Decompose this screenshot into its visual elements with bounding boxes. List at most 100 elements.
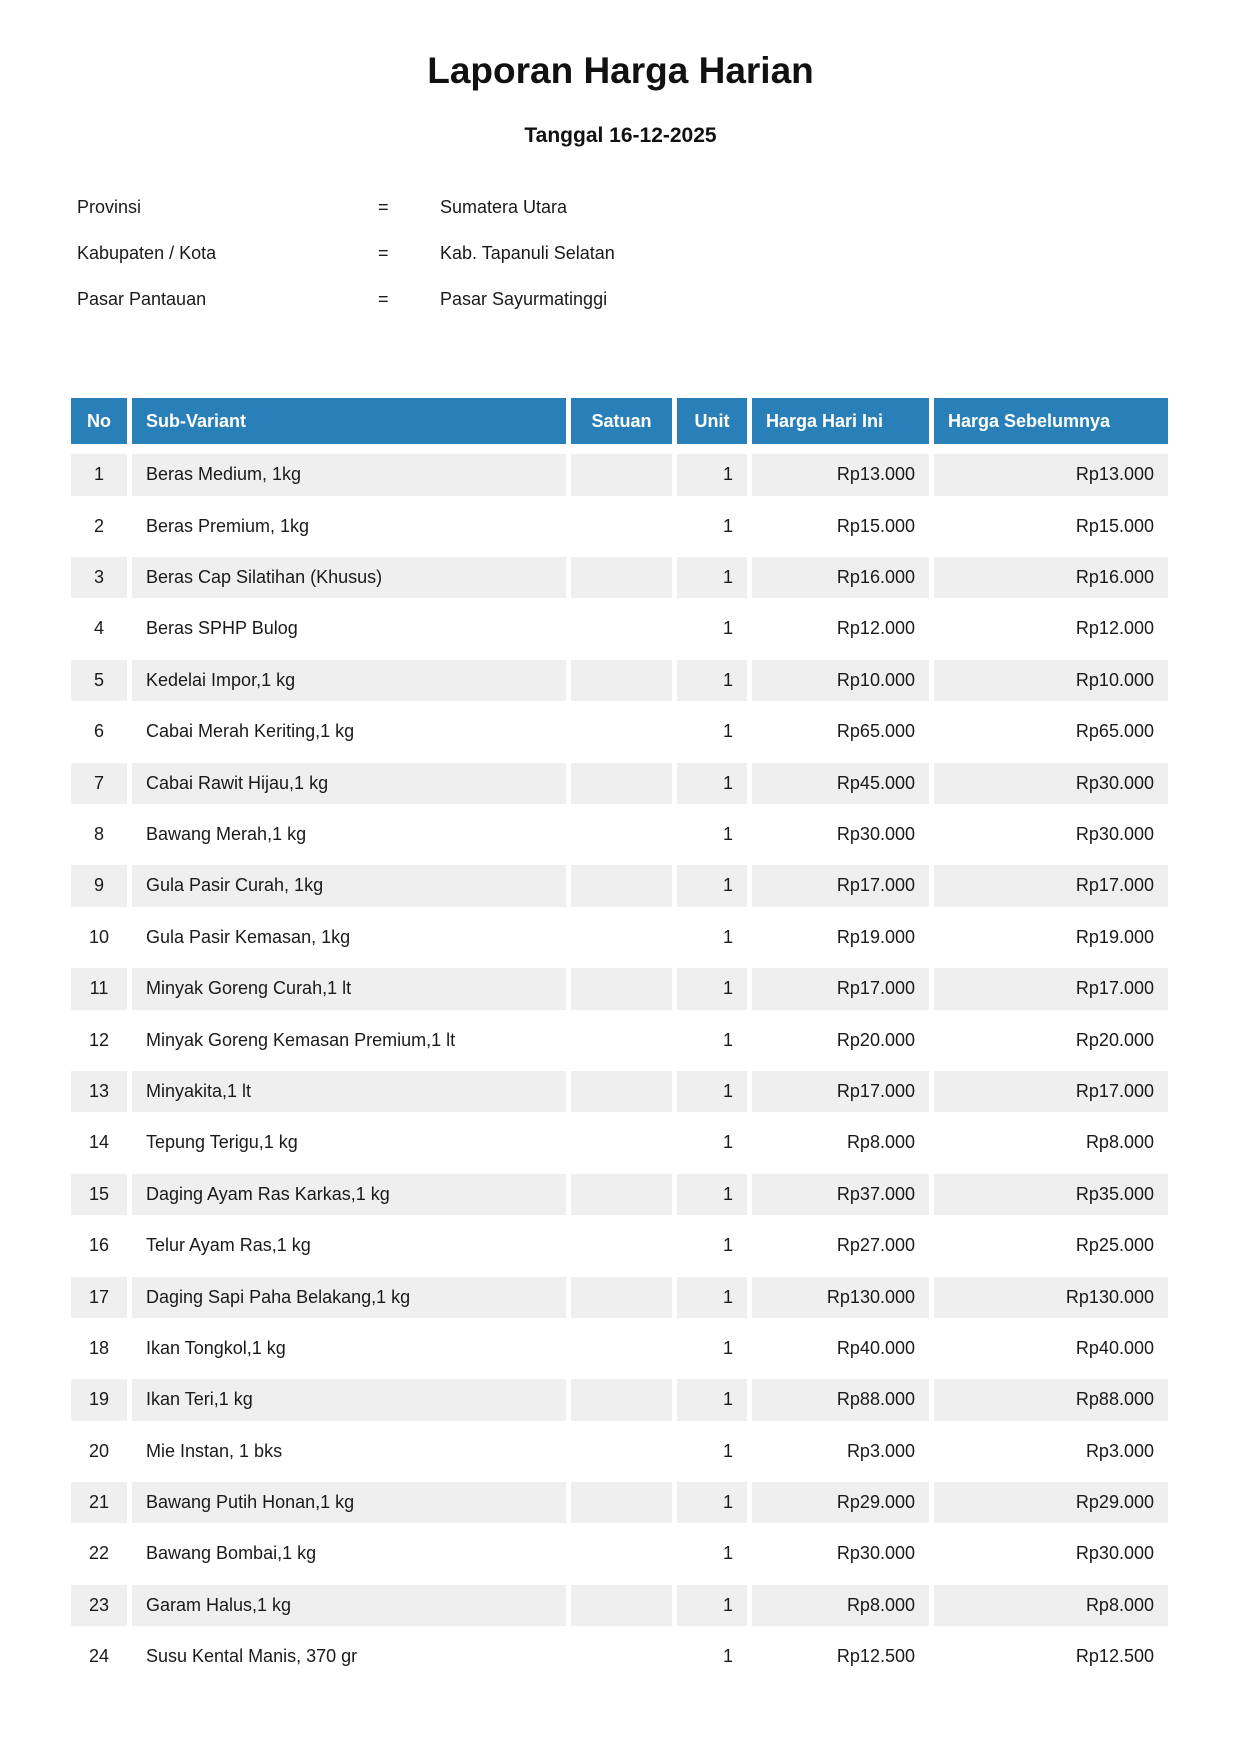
cell-unit: 1 <box>677 814 747 856</box>
table-row: 16 Telur Ayam Ras,1 kg 1 Rp27.000 Rp25.0… <box>71 1225 1168 1267</box>
cell-satuan <box>571 1636 672 1678</box>
cell-harga-hari-ini: Rp27.000 <box>752 1225 929 1267</box>
table-row: 9 Gula Pasir Curah, 1kg 1 Rp17.000 Rp17.… <box>71 865 1168 907</box>
cell-sub-variant: Cabai Merah Keriting,1 kg <box>132 711 566 753</box>
cell-harga-sebelumnya: Rp12.000 <box>934 608 1168 650</box>
meta-equals-sign: = <box>378 243 389 264</box>
col-header-satuan: Satuan <box>571 397 672 445</box>
cell-harga-hari-ini: Rp8.000 <box>752 1122 929 1164</box>
table-row: 3 Beras Cap Silatihan (Khusus) 1 Rp16.00… <box>71 557 1168 599</box>
cell-harga-sebelumnya: Rp25.000 <box>934 1225 1168 1267</box>
cell-no: 21 <box>71 1482 127 1524</box>
cell-satuan <box>571 1327 672 1370</box>
cell-unit: 1 <box>677 1070 747 1113</box>
cell-sub-variant: Minyakita,1 lt <box>132 1070 566 1113</box>
table-row: 6 Cabai Merah Keriting,1 kg 1 Rp65.000 R… <box>71 711 1168 753</box>
cell-sub-variant: Bawang Putih Honan,1 kg <box>132 1482 566 1524</box>
cell-no: 2 <box>71 505 127 548</box>
cell-unit: 1 <box>677 1379 747 1421</box>
cell-no: 11 <box>71 968 127 1010</box>
cell-harga-sebelumnya: Rp30.000 <box>934 814 1168 856</box>
cell-no: 3 <box>71 557 127 599</box>
cell-harga-hari-ini: Rp15.000 <box>752 505 929 548</box>
cell-no: 14 <box>71 1122 127 1164</box>
cell-sub-variant: Daging Sapi Paha Belakang,1 kg <box>132 1276 566 1318</box>
cell-unit: 1 <box>677 711 747 753</box>
page-title: Laporan Harga Harian <box>427 50 814 91</box>
cell-harga-sebelumnya: Rp17.000 <box>934 1070 1168 1113</box>
cell-harga-sebelumnya: Rp30.000 <box>934 1533 1168 1575</box>
cell-harga-sebelumnya: Rp15.000 <box>934 505 1168 548</box>
cell-no: 13 <box>71 1070 127 1113</box>
cell-unit: 1 <box>677 1225 747 1267</box>
cell-unit: 1 <box>677 659 747 702</box>
meta-equals-sign: = <box>378 197 389 218</box>
cell-no: 9 <box>71 865 127 907</box>
cell-no: 8 <box>71 814 127 856</box>
table-row: 19 Ikan Teri,1 kg 1 Rp88.000 Rp88.000 <box>71 1379 1168 1421</box>
cell-sub-variant: Beras SPHP Bulog <box>132 608 566 650</box>
cell-no: 23 <box>71 1584 127 1627</box>
price-table: No Sub-Variant Satuan Unit Harga Hari In… <box>66 388 1173 1688</box>
cell-no: 16 <box>71 1225 127 1267</box>
table-row: 20 Mie Instan, 1 bks 1 Rp3.000 Rp3.000 <box>71 1430 1168 1473</box>
cell-unit: 1 <box>677 1482 747 1524</box>
cell-sub-variant: Beras Cap Silatihan (Khusus) <box>132 557 566 599</box>
cell-no: 17 <box>71 1276 127 1318</box>
meta-row: Kabupaten / Kota = Kab. Tapanuli Selatan <box>77 231 1241 277</box>
cell-unit: 1 <box>677 608 747 650</box>
cell-unit: 1 <box>677 1430 747 1473</box>
cell-no: 7 <box>71 762 127 805</box>
meta-label: Kabupaten / Kota <box>77 243 217 264</box>
cell-no: 12 <box>71 1019 127 1061</box>
cell-harga-hari-ini: Rp130.000 <box>752 1276 929 1318</box>
cell-satuan <box>571 762 672 805</box>
col-header-harga-hari-ini: Harga Hari Ini <box>752 397 929 445</box>
cell-satuan <box>571 557 672 599</box>
cell-unit: 1 <box>677 557 747 599</box>
meta-value: Sumatera Utara <box>440 197 568 218</box>
cell-unit: 1 <box>677 916 747 959</box>
cell-unit: 1 <box>677 1533 747 1575</box>
cell-harga-sebelumnya: Rp29.000 <box>934 1482 1168 1524</box>
cell-harga-hari-ini: Rp29.000 <box>752 1482 929 1524</box>
cell-harga-sebelumnya: Rp8.000 <box>934 1584 1168 1627</box>
cell-harga-hari-ini: Rp19.000 <box>752 916 929 959</box>
cell-sub-variant: Tepung Terigu,1 kg <box>132 1122 566 1164</box>
col-header-harga-sebelumnya: Harga Sebelumnya <box>934 397 1168 445</box>
cell-sub-variant: Daging Ayam Ras Karkas,1 kg <box>132 1173 566 1216</box>
cell-harga-hari-ini: Rp88.000 <box>752 1379 929 1421</box>
table-row: 11 Minyak Goreng Curah,1 lt 1 Rp17.000 R… <box>71 968 1168 1010</box>
cell-no: 15 <box>71 1173 127 1216</box>
cell-satuan <box>571 1584 672 1627</box>
cell-satuan <box>571 711 672 753</box>
cell-harga-sebelumnya: Rp40.000 <box>934 1327 1168 1370</box>
cell-no: 1 <box>71 454 127 496</box>
cell-satuan <box>571 1430 672 1473</box>
cell-harga-sebelumnya: Rp19.000 <box>934 916 1168 959</box>
cell-sub-variant: Bawang Merah,1 kg <box>132 814 566 856</box>
cell-harga-hari-ini: Rp12.500 <box>752 1636 929 1678</box>
table-row: 10 Gula Pasir Kemasan, 1kg 1 Rp19.000 Rp… <box>71 916 1168 959</box>
cell-satuan <box>571 814 672 856</box>
cell-satuan <box>571 1173 672 1216</box>
cell-harga-hari-ini: Rp45.000 <box>752 762 929 805</box>
cell-unit: 1 <box>677 454 747 496</box>
cell-harga-hari-ini: Rp30.000 <box>752 814 929 856</box>
cell-no: 10 <box>71 916 127 959</box>
table-row: 18 Ikan Tongkol,1 kg 1 Rp40.000 Rp40.000 <box>71 1327 1168 1370</box>
meta-label: Provinsi <box>77 197 142 218</box>
cell-harga-hari-ini: Rp37.000 <box>752 1173 929 1216</box>
cell-satuan <box>571 505 672 548</box>
cell-sub-variant: Telur Ayam Ras,1 kg <box>132 1225 566 1267</box>
cell-harga-hari-ini: Rp16.000 <box>752 557 929 599</box>
cell-satuan <box>571 1379 672 1421</box>
table-row: 5 Kedelai Impor,1 kg 1 Rp10.000 Rp10.000 <box>71 659 1168 702</box>
cell-unit: 1 <box>677 762 747 805</box>
cell-harga-sebelumnya: Rp20.000 <box>934 1019 1168 1061</box>
cell-satuan <box>571 865 672 907</box>
cell-harga-hari-ini: Rp8.000 <box>752 1584 929 1627</box>
cell-harga-hari-ini: Rp20.000 <box>752 1019 929 1061</box>
cell-satuan <box>571 608 672 650</box>
